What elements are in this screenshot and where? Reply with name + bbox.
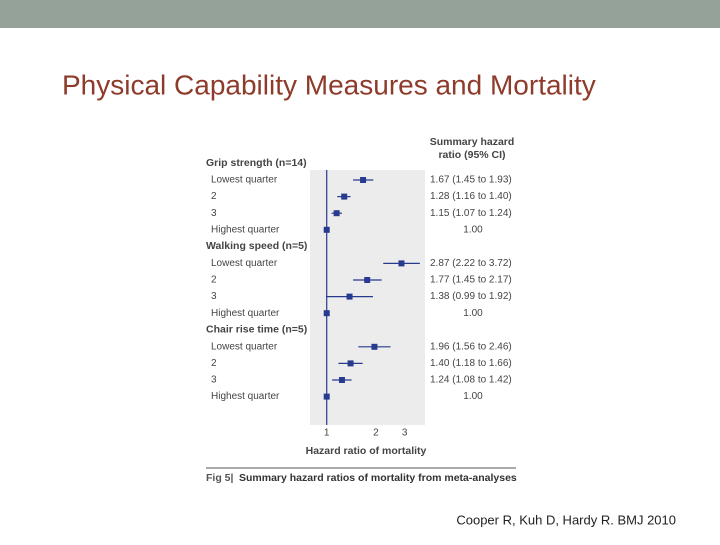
group-label: Chair rise time (n=5) xyxy=(206,324,307,336)
value-label: 1.28 (1.16 to 1.40) xyxy=(430,191,512,202)
estimate-marker xyxy=(364,277,371,283)
column-header: Summary hazard xyxy=(430,136,515,148)
estimate-marker xyxy=(346,293,353,300)
citation: Cooper R, Kuh D, Hardy R. BMJ 2010 xyxy=(456,512,676,527)
value-label: 1.15 (1.07 to 1.24) xyxy=(430,208,512,219)
estimate-marker xyxy=(323,393,330,400)
value-label: 1.00 xyxy=(463,391,483,402)
figure-label: Fig 5| xyxy=(206,472,234,484)
value-label: 1.24 (1.08 to 1.42) xyxy=(430,375,512,386)
figure-caption: Summary hazard ratios of mortality from … xyxy=(239,472,517,484)
value-label: 1.67 (1.45 to 1.93) xyxy=(430,175,512,186)
row-label: Lowest quarter xyxy=(211,175,278,186)
row-label: 3 xyxy=(211,291,217,302)
row-label: Highest quarter xyxy=(211,224,280,235)
estimate-marker xyxy=(360,177,367,183)
group-label: Grip strength (n=14) xyxy=(206,157,307,169)
row-label: Highest quarter xyxy=(211,391,280,402)
value-label: 1.00 xyxy=(463,308,483,319)
row-label: Highest quarter xyxy=(211,308,280,319)
estimate-marker xyxy=(338,377,345,383)
value-label: 1.40 (1.18 to 1.66) xyxy=(430,358,512,369)
slide-title: Physical Capability Measures and Mortali… xyxy=(62,69,596,100)
estimate-marker xyxy=(398,260,405,267)
x-tick-label: 1 xyxy=(324,428,330,439)
estimate-marker xyxy=(323,226,330,233)
row-label: 3 xyxy=(211,375,217,386)
estimate-marker xyxy=(371,343,378,350)
row-label: 2 xyxy=(211,191,217,202)
plot-background xyxy=(310,170,425,425)
x-axis-label: Hazard ratio of mortality xyxy=(306,445,427,457)
value-label: 1.96 (1.56 to 2.46) xyxy=(430,341,512,352)
row-label: 3 xyxy=(211,208,217,219)
estimate-marker xyxy=(333,210,340,217)
value-label: 1.00 xyxy=(463,224,483,235)
value-label: 1.77 (1.45 to 2.17) xyxy=(430,275,512,286)
column-header: ratio (95% CI) xyxy=(438,149,505,161)
estimate-marker xyxy=(341,193,348,200)
estimate-marker xyxy=(323,310,330,317)
value-label: 2.87 (2.22 to 3.72) xyxy=(430,258,512,269)
x-tick-label: 3 xyxy=(402,428,408,439)
row-label: 2 xyxy=(211,358,217,369)
group-label: Walking speed (n=5) xyxy=(206,240,307,252)
row-label: 2 xyxy=(211,275,217,286)
value-label: 1.38 (0.99 to 1.92) xyxy=(430,291,512,302)
estimate-marker xyxy=(347,360,354,367)
x-tick-label: 2 xyxy=(373,428,379,439)
row-label: Lowest quarter xyxy=(211,341,278,352)
row-label: Lowest quarter xyxy=(211,258,278,269)
top-bar xyxy=(0,0,720,28)
